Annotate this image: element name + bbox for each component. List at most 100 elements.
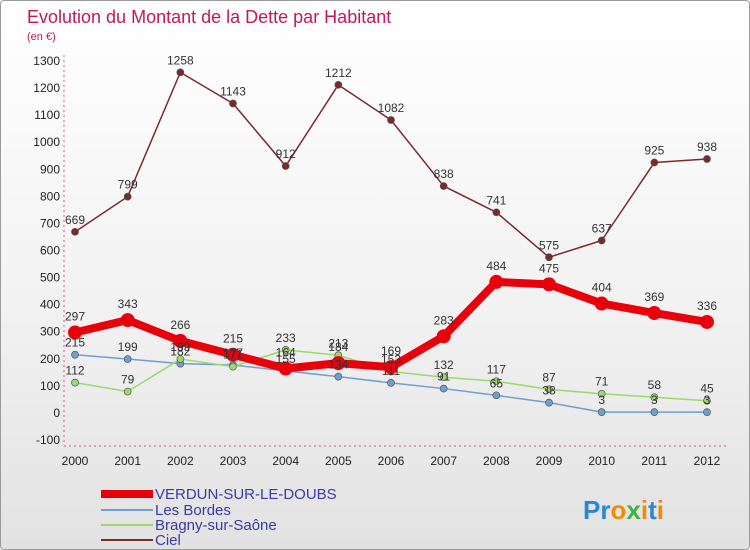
data-label: 1258 (167, 53, 194, 67)
data-point (489, 274, 504, 289)
y-tick-label: 300 (40, 325, 60, 339)
data-label: 153 (381, 353, 401, 367)
y-tick-label: 0 (53, 406, 60, 420)
data-label: 38 (542, 384, 556, 398)
logo-letter: r (600, 495, 610, 525)
data-label: 177 (223, 346, 243, 360)
data-label: 87 (542, 370, 556, 384)
y-tick-label: 100 (40, 379, 60, 393)
data-label: 117 (487, 362, 506, 376)
data-point (281, 346, 290, 354)
data-label: 58 (648, 378, 662, 392)
x-tick-label: 2000 (62, 454, 89, 468)
x-tick-label: 2005 (325, 454, 352, 468)
logo-letter: P (583, 495, 600, 525)
x-tick-label: 2008 (483, 454, 510, 468)
data-point (597, 389, 606, 398)
data-point (597, 236, 606, 245)
data-point (545, 385, 553, 394)
data-label: 199 (118, 340, 138, 354)
y-tick-label: 1200 (33, 81, 60, 95)
data-point (334, 80, 343, 89)
data-label: 155 (276, 352, 296, 366)
data-label: 1082 (378, 101, 405, 115)
data-point (545, 253, 553, 262)
chart-subtitle: (en €) (27, 31, 56, 43)
y-tick-label: 1300 (33, 54, 60, 68)
data-label: 484 (486, 259, 506, 273)
data-label: 215 (65, 336, 85, 350)
data-point (703, 396, 711, 405)
y-tick-label: 600 (40, 244, 60, 258)
logo-letter: o (610, 495, 626, 525)
data-label: 45 (700, 382, 714, 396)
data-point (647, 306, 662, 321)
data-point (439, 182, 448, 190)
data-label: 475 (539, 261, 559, 275)
data-point (68, 325, 82, 340)
y-tick-label: 1000 (33, 135, 60, 149)
data-point (229, 99, 237, 108)
data-label: 938 (697, 140, 717, 154)
data-point (176, 355, 185, 363)
data-point (334, 372, 343, 381)
legend-label: Bragny-sur-Saône (155, 517, 277, 534)
data-label: 112 (65, 364, 84, 378)
data-point (436, 329, 451, 344)
y-tick-label: -100 (36, 433, 60, 447)
data-label: 575 (539, 238, 559, 252)
y-tick-label: 200 (40, 352, 60, 366)
data-point (331, 356, 346, 371)
data-point (439, 373, 448, 382)
data-point (173, 333, 188, 348)
data-label: 343 (118, 297, 138, 311)
data-point (229, 362, 237, 371)
data-label: 838 (434, 167, 454, 181)
data-point (387, 379, 395, 387)
data-label: 132 (434, 358, 454, 372)
x-tick-label: 2009 (536, 454, 563, 468)
data-labels-layer: 669 799 1258 1143 912 1212 1082 838 741 575 637 925… (65, 53, 717, 407)
data-point (123, 387, 132, 396)
data-point (71, 227, 79, 236)
legend-label: VERDUN-SUR-LE-DOUBS (155, 486, 337, 503)
data-point (387, 116, 395, 124)
chart-title: Evolution du Montant de la Dette par Hab… (27, 7, 391, 27)
data-label: 1212 (325, 66, 352, 80)
x-tick-label: 2006 (378, 454, 405, 468)
data-point (123, 192, 132, 201)
data-label: 1143 (220, 85, 246, 99)
data-label: 799 (118, 178, 138, 192)
data-point (597, 408, 606, 416)
data-label: 65 (490, 376, 504, 390)
x-tick-label: 2003 (220, 454, 247, 468)
data-label: 71 (595, 375, 609, 389)
axes: -100 0 100 200 300 400 500 600 700 800 900 1000 1100… (33, 54, 726, 468)
data-label: 283 (434, 313, 454, 327)
x-tick-label: 2010 (588, 454, 615, 468)
x-tick-label: 2007 (430, 454, 457, 468)
data-point (492, 391, 501, 400)
data-label: 266 (170, 318, 190, 332)
data-label: 171 (223, 348, 243, 362)
y-tick-label: 400 (40, 298, 60, 312)
data-point (439, 384, 448, 393)
data-point (703, 408, 711, 416)
series-layer (68, 68, 714, 416)
data-label: 182 (170, 345, 190, 359)
data-label: 111 (382, 364, 401, 378)
data-label: 637 (592, 221, 612, 235)
data-label: 134 (328, 358, 348, 372)
data-point (542, 277, 556, 292)
x-tick-label: 2002 (167, 454, 194, 468)
data-point (594, 296, 609, 311)
data-label: 912 (276, 147, 296, 161)
data-point (281, 162, 290, 170)
logo-letter: t (648, 495, 657, 525)
logo-letter: i (641, 495, 648, 525)
data-point (71, 378, 79, 387)
legend-label: Les Bordes (155, 502, 231, 519)
